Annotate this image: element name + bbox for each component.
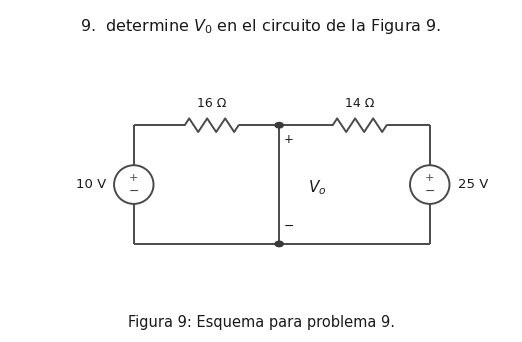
Text: 10 V: 10 V [76,178,106,191]
Text: 14 Ω: 14 Ω [345,96,374,109]
Text: −: − [128,185,139,198]
Text: 16 Ω: 16 Ω [197,96,227,109]
Text: −: − [424,185,435,198]
Circle shape [275,122,283,128]
Text: Figura 9: Esquema para problema 9.: Figura 9: Esquema para problema 9. [127,315,395,330]
Text: $V_o$: $V_o$ [308,179,326,197]
Text: 9.  determine $V_0$ en el circuito de la Figura 9.: 9. determine $V_0$ en el circuito de la … [80,17,442,36]
Text: 25 V: 25 V [458,178,488,191]
Text: −: − [283,220,294,233]
Text: +: + [283,133,293,146]
Text: +: + [129,173,138,183]
Circle shape [275,241,283,247]
Text: +: + [425,173,434,183]
